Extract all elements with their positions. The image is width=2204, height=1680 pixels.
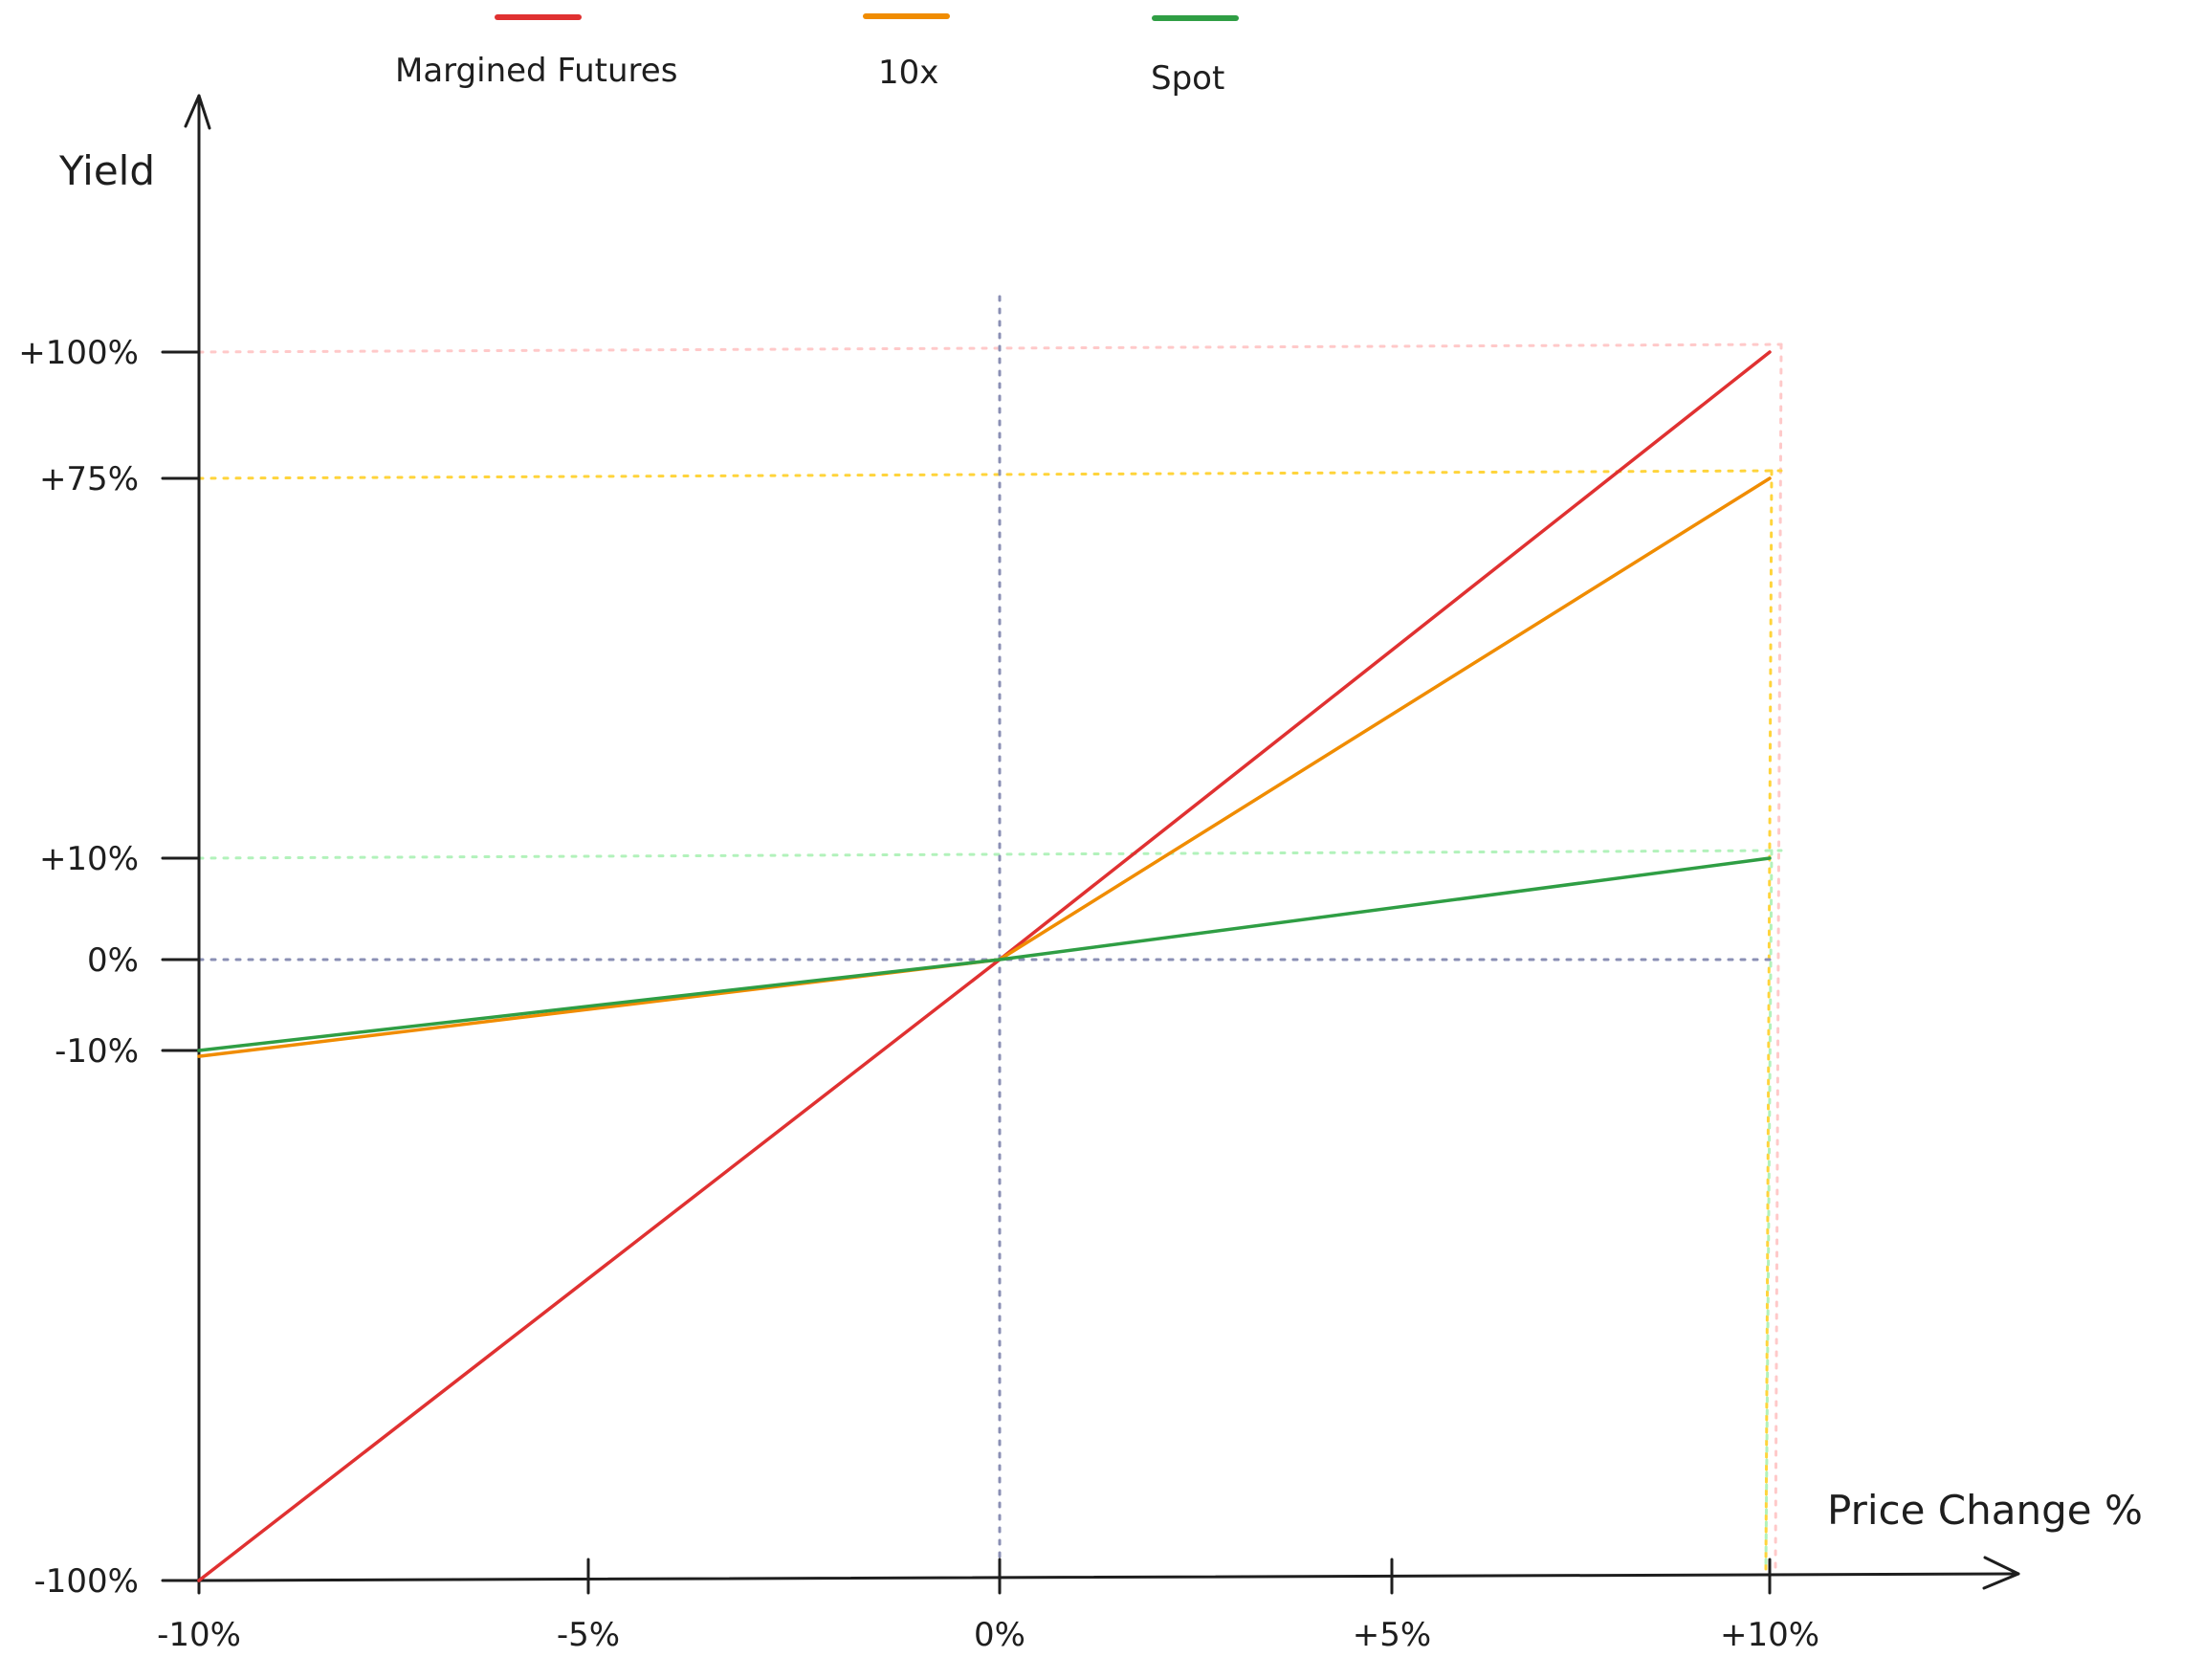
- x-tick-label: -5%: [557, 1616, 620, 1654]
- axes: [184, 94, 2020, 1590]
- y-tick-label: 0%: [87, 941, 139, 980]
- ref-drop-1: [1764, 469, 1774, 1571]
- y-ticks: -100% -10% 0% +10% +75% +100%: [18, 334, 201, 1601]
- ref-line-y-2: [197, 849, 1783, 860]
- y-tick-label: -100%: [34, 1562, 139, 1601]
- ref-line-y-1: [197, 469, 1783, 480]
- series-line-spot: [197, 856, 1772, 1052]
- y-axis-title: Yield: [58, 147, 155, 194]
- legend: Margined Futures 10x Spot: [395, 13, 1239, 98]
- x-axis-line: [197, 1572, 2020, 1582]
- x-ticks: -10% -5% 0% +5% +10%: [157, 1558, 1819, 1654]
- y-tick-label: +10%: [39, 840, 139, 878]
- y-tick-label: -10%: [55, 1032, 139, 1071]
- legend-label-10x: 10x: [878, 54, 938, 92]
- legend-label-margined-futures: Margined Futures: [395, 52, 677, 90]
- series-line-margined-futures: [197, 350, 1772, 1582]
- x-tick-label: +10%: [1720, 1616, 1819, 1654]
- x-tick-label: -10%: [157, 1616, 241, 1654]
- x-tick-label: +5%: [1353, 1616, 1431, 1654]
- y-axis-arrowhead: [184, 94, 211, 130]
- y-tick-label: +100%: [18, 334, 139, 372]
- ref-drop-2: [1764, 849, 1774, 1571]
- series-group: [197, 350, 1772, 1582]
- reference-lines: [197, 295, 1783, 1581]
- x-tick-label: 0%: [974, 1616, 1025, 1654]
- ref-line-y-0: [197, 343, 1783, 354]
- x-axis-arrowhead: [1982, 1556, 2020, 1590]
- x-axis-title: Price Change %: [1827, 1487, 2143, 1534]
- legend-label-spot: Spot: [1151, 59, 1224, 98]
- ref-drop-0: [1774, 343, 1783, 1571]
- y-tick-label: +75%: [39, 460, 139, 498]
